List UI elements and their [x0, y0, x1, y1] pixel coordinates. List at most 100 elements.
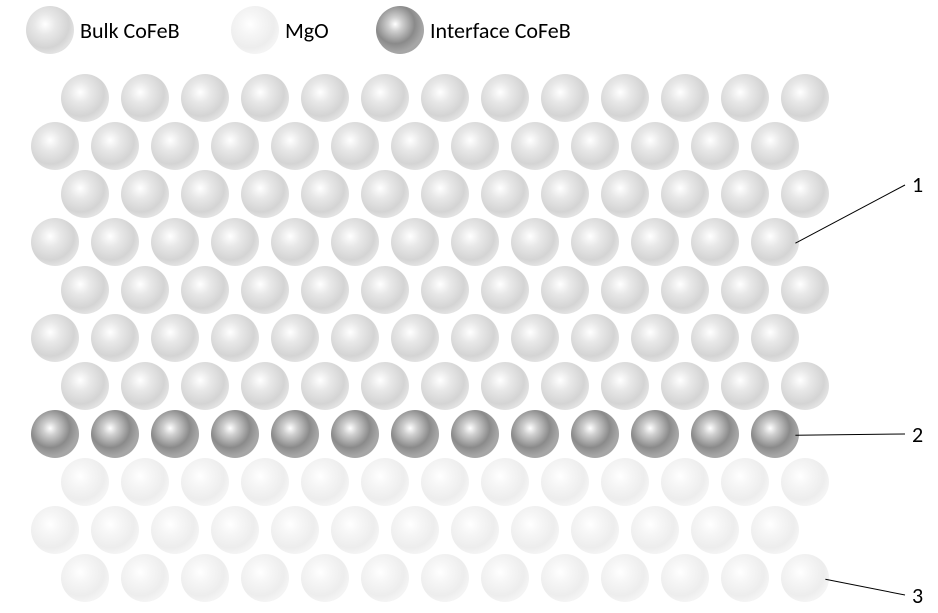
atom-bulk: [781, 266, 829, 314]
atom-bulk: [391, 218, 439, 266]
atom-bulk: [301, 266, 349, 314]
atom-bulk: [541, 170, 589, 218]
atom-bulk: [511, 122, 559, 170]
atom-bulk: [91, 314, 139, 362]
atom-mgo: [511, 506, 559, 554]
atom-interface: [631, 410, 679, 458]
callout-label-3: 3: [912, 582, 923, 609]
atom-bulk: [721, 266, 769, 314]
atom-bulk: [211, 122, 259, 170]
atom-bulk: [751, 218, 799, 266]
atom-bulk: [721, 74, 769, 122]
atom-bulk: [541, 362, 589, 410]
legend-label-bulk: Bulk CoFeB: [80, 17, 180, 44]
atom-mgo: [601, 458, 649, 506]
atom-bulk: [121, 266, 169, 314]
atom-interface: [31, 410, 79, 458]
atom-bulk: [31, 122, 79, 170]
atom-mgo: [781, 458, 829, 506]
atom-bulk: [421, 362, 469, 410]
atom-bulk: [121, 74, 169, 122]
atom-mgo: [241, 554, 289, 602]
atom-mgo: [721, 554, 769, 602]
atom-interface: [91, 410, 139, 458]
atom-interface: [691, 410, 739, 458]
atom-bulk: [241, 266, 289, 314]
atom-mgo: [301, 554, 349, 602]
atom-bulk: [421, 266, 469, 314]
atom-bulk: [691, 314, 739, 362]
atom-mgo: [721, 458, 769, 506]
atom-bulk: [61, 362, 109, 410]
atom-mgo: [31, 506, 79, 554]
atom-mgo: [691, 506, 739, 554]
atom-bulk: [751, 314, 799, 362]
atom-bulk: [211, 314, 259, 362]
callout-label-2: 2: [912, 421, 923, 448]
atom-bulk: [61, 266, 109, 314]
atom-bulk: [721, 170, 769, 218]
atom-bulk: [391, 122, 439, 170]
atom-mgo: [271, 506, 319, 554]
atom-bulk: [301, 170, 349, 218]
atom-bulk: [271, 122, 319, 170]
atom-mgo: [571, 506, 619, 554]
atom-mgo: [331, 506, 379, 554]
atom-bulk: [301, 362, 349, 410]
atom-bulk: [361, 170, 409, 218]
atom-mgo: [661, 554, 709, 602]
atom-bulk: [601, 266, 649, 314]
atom-mgo: [361, 458, 409, 506]
atom-interface: [391, 410, 439, 458]
atom-bulk: [61, 170, 109, 218]
atom-bulk: [331, 218, 379, 266]
atom-bulk: [361, 266, 409, 314]
callout-line-3: [825, 579, 905, 595]
atom-bulk: [511, 314, 559, 362]
atom-bulk: [211, 218, 259, 266]
legend-label-mgo: MgO: [285, 17, 329, 44]
atom-bulk: [121, 170, 169, 218]
atom-interface: [151, 410, 199, 458]
atom-mgo: [301, 458, 349, 506]
atom-bulk: [61, 74, 109, 122]
callout-line-2: [795, 434, 905, 435]
atom-bulk: [511, 218, 559, 266]
atom-bulk: [451, 314, 499, 362]
atom-bulk: [691, 218, 739, 266]
atom-bulk: [571, 122, 619, 170]
atom-bulk: [481, 362, 529, 410]
atom-mgo: [91, 506, 139, 554]
atom-mgo: [751, 506, 799, 554]
atom-mgo: [421, 554, 469, 602]
atom-mgo: [61, 554, 109, 602]
atom-bulk: [661, 170, 709, 218]
callout-label-1: 1: [912, 171, 923, 198]
atom-bulk: [31, 314, 79, 362]
legend-label-interface: Interface CoFeB: [430, 17, 571, 44]
atom-mgo: [631, 506, 679, 554]
atom-bulk: [541, 74, 589, 122]
atom-bulk: [271, 314, 319, 362]
atom-bulk: [541, 266, 589, 314]
atom-mgo: [361, 554, 409, 602]
atom-bulk: [571, 314, 619, 362]
atom-bulk: [751, 122, 799, 170]
atom-bulk: [361, 74, 409, 122]
atom-bulk: [331, 314, 379, 362]
atom-interface: [211, 410, 259, 458]
atom-mgo: [601, 554, 649, 602]
legend-swatch-bulk: [26, 6, 74, 54]
atom-interface: [751, 410, 799, 458]
atom-bulk: [691, 122, 739, 170]
atom-bulk: [451, 218, 499, 266]
atom-bulk: [181, 170, 229, 218]
atom-bulk: [781, 74, 829, 122]
atom-mgo: [181, 458, 229, 506]
atom-interface: [331, 410, 379, 458]
atom-bulk: [151, 314, 199, 362]
legend-swatch-mgo: [231, 6, 279, 54]
atom-bulk: [631, 122, 679, 170]
atom-mgo: [661, 458, 709, 506]
atom-mgo: [451, 506, 499, 554]
